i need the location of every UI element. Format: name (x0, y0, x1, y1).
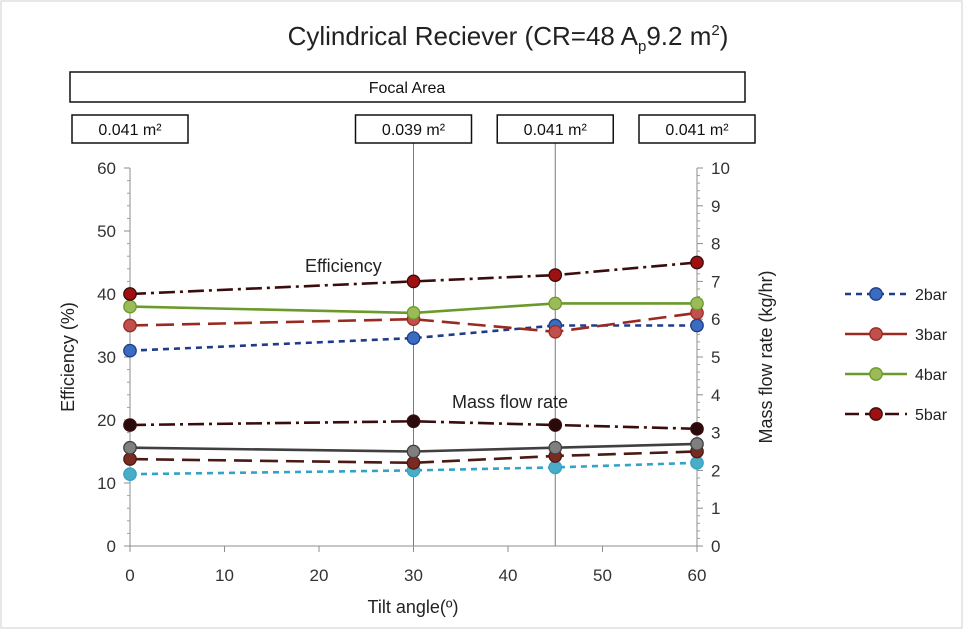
data-point-efficiency-4bar (406, 306, 421, 320)
data-point-mass-4bar (548, 440, 563, 455)
data-point-efficiency-4bar (548, 296, 563, 311)
x-tick-label: 0 (125, 566, 134, 585)
y2-tick-label: 4 (711, 386, 720, 405)
data-point-mass-4bar (406, 444, 421, 459)
focal-area-value: 0.041 m² (524, 122, 588, 139)
data-point-efficiency-3bar (123, 318, 137, 333)
y-tick-label: 60 (97, 159, 116, 178)
y2-axis-title: Mass flow rate (kg/hr) (756, 270, 776, 443)
data-point-efficiency-5bar (406, 274, 421, 289)
data-point-mass-2bar (123, 467, 137, 482)
legend-label-5bar: 5bar (915, 407, 948, 424)
y-tick-label: 50 (97, 222, 116, 241)
x-tick-label: 30 (404, 566, 423, 585)
y-tick-label: 20 (97, 411, 116, 430)
data-point-mass-3bar (406, 455, 421, 470)
data-point-efficiency-2bar (123, 343, 137, 358)
mass-flow-annotation: Mass flow rate (452, 392, 568, 412)
data-point-mass-5bar (690, 421, 704, 436)
series-line-efficiency-4bar (129, 302, 697, 315)
y2-tick-label: 10 (711, 159, 730, 178)
data-point-mass-5bar (548, 418, 563, 432)
data-point-mass-4bar (690, 437, 704, 451)
series-line-efficiency-2bar (129, 324, 697, 352)
series-line-mass-2bar (129, 461, 698, 476)
y2-tick-label: 3 (711, 424, 720, 443)
data-point-efficiency-3bar (548, 324, 563, 339)
chart-title: Cylindrical Reciever (CR=48 Ap9.2 m2) (288, 21, 729, 55)
focal-area-value-box (71, 114, 189, 144)
y2-tick-label: 5 (711, 348, 720, 367)
series-line-mass-3bar (129, 450, 698, 465)
data-point-efficiency-2bar (690, 318, 704, 333)
focal-area-box (69, 71, 746, 103)
legend-marker-3bar (869, 327, 883, 341)
focal-area-label: Focal Area (369, 80, 446, 97)
data-point-mass-2bar (548, 460, 563, 475)
y-tick-label: 10 (97, 474, 116, 493)
data-point-efficiency-5bar (548, 268, 563, 282)
series-markers (123, 255, 704, 482)
data-point-efficiency-5bar (123, 287, 137, 301)
legend-label-3bar: 3bar (915, 327, 948, 344)
data-point-efficiency-4bar (690, 296, 704, 311)
y2-tick-label: 7 (711, 272, 720, 291)
focal-area-value-box (354, 114, 473, 144)
legend-marker-2bar (869, 287, 883, 301)
focal-area-value-box (496, 114, 614, 144)
y2-tick-label: 2 (711, 461, 720, 480)
legend: 2bar 3bar 4bar 5bar (845, 287, 948, 424)
data-point-mass-2bar (690, 455, 704, 470)
data-point-efficiency-5bar (690, 255, 704, 270)
focal-area-value: 0.041 m² (98, 122, 162, 139)
data-point-mass-3bar (123, 452, 137, 466)
y-tick-label: 0 (107, 537, 116, 556)
series-line-efficiency-3bar (129, 311, 698, 334)
series-line-mass-4bar (129, 442, 698, 453)
focal-area-value-box (638, 114, 756, 144)
y-tick-label: 30 (97, 348, 116, 367)
x-tick-label: 40 (499, 566, 518, 585)
data-point-mass-4bar (123, 440, 137, 455)
focal-area-labels: 0.041 m² 0.039 m² 0.041 m² 0.041 m² (71, 114, 756, 144)
data-point-efficiency-4bar (123, 299, 137, 314)
data-point-mass-5bar (406, 414, 421, 429)
legend-marker-4bar (869, 367, 883, 381)
y2-tick-label: 1 (711, 499, 720, 518)
y-tick-label: 40 (97, 285, 116, 304)
data-point-efficiency-2bar (406, 331, 421, 345)
x-axis-title: Tilt angle(º) (368, 597, 459, 617)
series-line-mass-5bar (129, 419, 698, 431)
vertical-guide-lines (413, 143, 556, 546)
focal-area-value: 0.039 m² (382, 122, 446, 139)
x-tick-label: 10 (215, 566, 234, 585)
legend-label-2bar: 2bar (915, 287, 948, 304)
y-axis-title: Efficiency (%) (58, 302, 78, 412)
y2-tick-label: 6 (711, 310, 720, 329)
series-line-efficiency-5bar (129, 261, 698, 296)
series-lines (129, 261, 698, 476)
x-tick-label: 20 (310, 566, 329, 585)
y2-tick-label: 8 (711, 235, 720, 254)
x-tick-label: 50 (593, 566, 612, 585)
x-tick-label: 60 (688, 566, 707, 585)
legend-label-4bar: 4bar (915, 367, 948, 384)
focal-area-value: 0.041 m² (665, 122, 729, 139)
legend-marker-5bar (869, 407, 883, 421)
data-point-mass-5bar (123, 418, 137, 432)
y2-tick-label: 9 (711, 197, 720, 216)
efficiency-annotation: Efficiency (305, 256, 382, 276)
y2-tick-label: 0 (711, 537, 720, 556)
